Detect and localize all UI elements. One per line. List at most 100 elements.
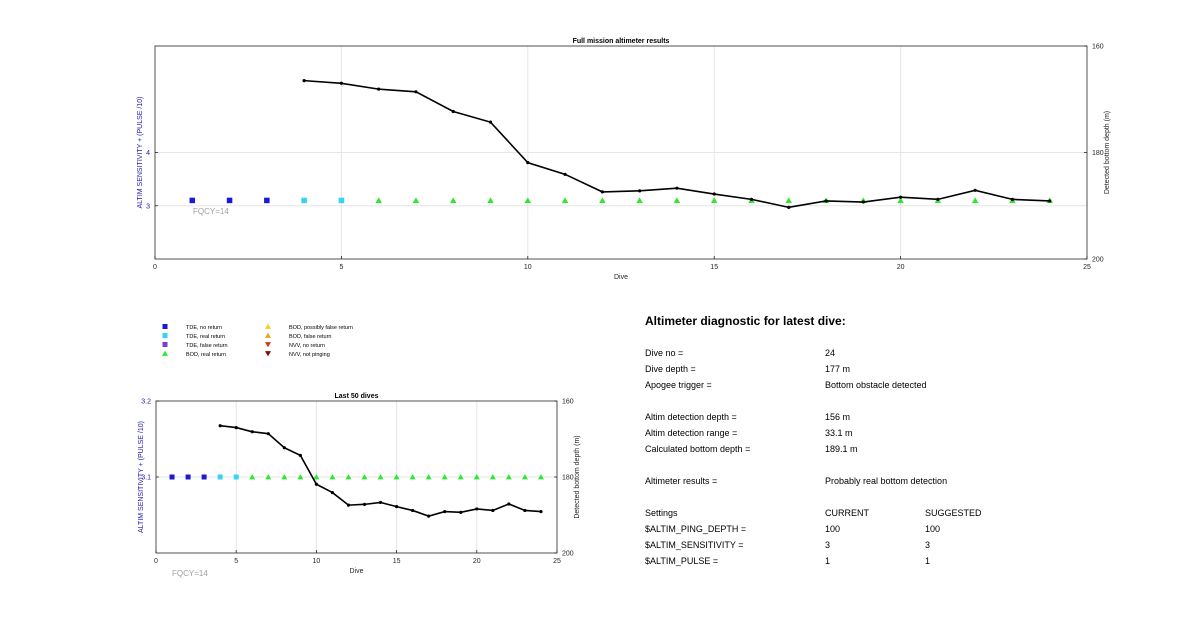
marker-bod-real-return bbox=[710, 197, 718, 204]
diag-label-detection-depth: Altim detection depth = bbox=[645, 412, 737, 422]
x-tick-label: 25 bbox=[1083, 264, 1091, 271]
marker-bod-real-return bbox=[673, 197, 681, 204]
depth-point bbox=[459, 510, 463, 514]
diag-value-apogee-trigger: Bottom obstacle detected bbox=[825, 380, 927, 390]
depth-point bbox=[1010, 197, 1015, 201]
depth-point bbox=[443, 509, 447, 514]
depth-point bbox=[712, 192, 716, 196]
legend-label: BOD, real return bbox=[186, 352, 226, 358]
legend-marker-tde-false-return bbox=[162, 342, 168, 347]
legend-label: TDE, false return bbox=[186, 343, 228, 349]
depth-point bbox=[600, 190, 604, 194]
diag-label-dive-depth: Dive depth = bbox=[645, 364, 696, 374]
marker-bod-real-return bbox=[375, 197, 382, 204]
diag-label-dive-no: Dive no = bbox=[645, 348, 684, 358]
marker-tde-no-return bbox=[226, 197, 233, 204]
legend-label: BOD, false return bbox=[289, 334, 332, 340]
marker-bod-real-return bbox=[487, 197, 494, 204]
x-axis-label: Dive bbox=[614, 274, 628, 281]
diag-value-calculated-depth: 189.1 m bbox=[825, 444, 858, 454]
y-right-tick-label: 160 bbox=[562, 399, 574, 406]
marker-bod-real-return bbox=[393, 474, 400, 480]
y-axis-label: ALTIM SENSITIVITY + (PULSE /10) bbox=[137, 97, 144, 209]
depth-point bbox=[395, 505, 399, 509]
depth-point bbox=[339, 81, 343, 85]
setting-current-ping-depth: 100 bbox=[825, 524, 841, 534]
marker-bod-real-return bbox=[537, 474, 544, 480]
marker-tde-real-return bbox=[301, 197, 307, 204]
setting-label-sensitivity: $ALTIM_SENSITIVITY = bbox=[645, 540, 744, 550]
marker-tde-no-return bbox=[264, 197, 270, 204]
last-50-dives-chart: 0 5 10 15 20 25 3.1 3.2 160 180 200 Last 50 dives Di… bbox=[138, 393, 581, 578]
marker-bod-real-return bbox=[297, 474, 304, 480]
depth-point bbox=[861, 200, 865, 204]
settings-header-suggested: SUGGESTED bbox=[925, 508, 982, 518]
diag-value-results: Probably real bottom detection bbox=[825, 476, 948, 486]
marker-bod-real-return bbox=[361, 474, 368, 480]
marker-bod-real-return bbox=[313, 474, 320, 480]
depth-point bbox=[414, 90, 418, 94]
marker-bod-real-return bbox=[457, 474, 464, 480]
legend-label: BOD, possibly false return bbox=[289, 325, 353, 331]
diagnostic-title: Altimeter diagnostic for latest dive: bbox=[645, 314, 846, 328]
marker-bod-real-return bbox=[473, 474, 480, 480]
setting-suggested-sensitivity: 3 bbox=[925, 540, 931, 550]
marker-tde-no-return bbox=[169, 474, 175, 480]
depth-point bbox=[824, 199, 828, 203]
legend: TDE, no return TDE, real return TDE, false… bbox=[162, 323, 353, 358]
y-tick-label: 3.2 bbox=[141, 399, 151, 406]
depth-point bbox=[250, 430, 254, 434]
depth-point bbox=[314, 482, 318, 486]
marker-bod-real-return bbox=[345, 474, 352, 480]
marker-bod-real-return bbox=[441, 474, 448, 480]
depth-point bbox=[362, 502, 367, 506]
depth-point bbox=[523, 508, 527, 513]
x-tick-label: 20 bbox=[897, 264, 905, 271]
setting-label-ping-depth: $ALTIM_PING_DEPTH = bbox=[645, 524, 747, 534]
diag-label-apogee-trigger: Apogee trigger = bbox=[645, 380, 712, 390]
settings-header-current: CURRENT bbox=[825, 508, 869, 518]
depth-point bbox=[539, 509, 543, 514]
marker-bod-real-return bbox=[489, 474, 496, 480]
depth-point bbox=[302, 79, 306, 83]
setting-label-pulse: $ALTIM_PULSE = bbox=[645, 556, 719, 566]
depth-point bbox=[427, 514, 431, 518]
y-axis-label: ALTIM SENSITIVITY + (PULSE /10) bbox=[138, 421, 145, 533]
depth-point bbox=[749, 197, 754, 201]
y-tick-label: 3 bbox=[146, 203, 150, 210]
depth-point bbox=[377, 87, 381, 91]
marker-bod-real-return bbox=[281, 474, 288, 480]
marker-bod-real-return bbox=[971, 197, 979, 204]
depth-point bbox=[218, 424, 222, 428]
marker-bod-real-return bbox=[409, 474, 416, 480]
setting-suggested-ping-depth: 100 bbox=[925, 524, 941, 534]
depth-point bbox=[234, 426, 238, 430]
marker-bod-real-return bbox=[449, 197, 457, 204]
marker-tde-no-return bbox=[189, 197, 196, 204]
marker-bod-real-return bbox=[785, 197, 793, 204]
legend-marker-nvv-no-return bbox=[265, 342, 271, 348]
depth-point bbox=[638, 189, 642, 193]
fqcy-annotation: FQCY=14 bbox=[172, 569, 208, 578]
full-mission-chart: 0 5 10 15 20 25 3 4 160 180 200 Full mission altime… bbox=[137, 38, 1111, 281]
y-tick-label: 3.1 bbox=[141, 475, 151, 482]
depth-point bbox=[507, 502, 511, 506]
chart-title: Last 50 dives bbox=[335, 393, 379, 400]
x-tick-label: 15 bbox=[393, 558, 401, 565]
legend-label: TDE, no return bbox=[186, 325, 222, 331]
marker-bod-real-return bbox=[897, 197, 904, 204]
y-tick-label: 4 bbox=[146, 150, 150, 157]
x-tick-label: 10 bbox=[524, 264, 532, 271]
depth-point bbox=[411, 508, 415, 513]
y-right-axis-label: Detected bottom depth (m) bbox=[1104, 111, 1111, 194]
depth-point bbox=[563, 172, 567, 176]
fqcy-annotation: FQCY=14 bbox=[193, 207, 229, 216]
marker-tde-real-return bbox=[233, 474, 239, 480]
depth-point bbox=[346, 503, 351, 507]
depth-point bbox=[936, 197, 940, 201]
x-axis-label: Dive bbox=[349, 568, 363, 575]
legend-marker-bod-false bbox=[265, 332, 271, 338]
setting-current-pulse: 1 bbox=[825, 556, 831, 566]
marker-bod-real-return bbox=[377, 474, 384, 480]
